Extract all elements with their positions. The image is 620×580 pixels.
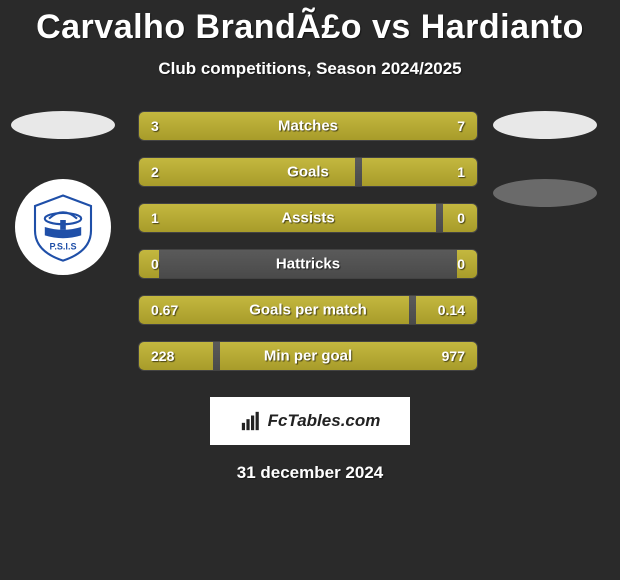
right-player-col (490, 111, 600, 207)
stat-row: Assists 1 0 (138, 203, 478, 233)
right-player-ellipse-2 (493, 179, 597, 207)
left-player-col: P.S.I.S (8, 111, 118, 275)
stat-row: Min per goal 228 977 (138, 341, 478, 371)
brand-badge: FcTables.com (210, 397, 410, 445)
stat-label: Goals (287, 164, 329, 181)
stat-value-right: 0.14 (438, 302, 465, 318)
stat-label: Hattricks (276, 256, 340, 273)
stat-value-right: 0 (457, 256, 465, 272)
left-player-ellipse (11, 111, 115, 139)
stat-value-right: 1 (457, 164, 465, 180)
stat-row: Matches 3 7 (138, 111, 478, 141)
brand-text: FcTables.com (268, 411, 381, 431)
stat-value-right: 977 (442, 348, 465, 364)
stat-value-left: 228 (151, 348, 174, 364)
right-player-ellipse-1 (493, 111, 597, 139)
stat-bars: Matches 3 7 Goals 2 1 Assists 1 0 Hattricks 0 0 Goal… (138, 111, 478, 371)
club-badge-text: P.S.I.S (49, 241, 76, 251)
footer-date: 31 december 2024 (0, 463, 620, 483)
brand-chart-icon (240, 410, 262, 432)
stat-value-right: 7 (457, 118, 465, 134)
stat-value-left: 1 (151, 210, 159, 226)
page-title: Carvalho BrandÃ£o vs Hardianto (0, 0, 620, 47)
stat-label: Matches (278, 118, 338, 135)
stat-value-left: 2 (151, 164, 159, 180)
stat-row: Hattricks 0 0 (138, 249, 478, 279)
stat-value-left: 3 (151, 118, 159, 134)
stat-value-left: 0.67 (151, 302, 178, 318)
stat-label: Assists (281, 210, 334, 227)
club-logo-icon: P.S.I.S (28, 192, 98, 262)
page-subtitle: Club competitions, Season 2024/2025 (0, 59, 620, 79)
stat-label: Min per goal (264, 348, 352, 365)
comparison-area: P.S.I.S Matches37Goals21Assists10Hattric… (0, 111, 620, 381)
stat-fill-right (240, 112, 477, 140)
stat-label: Goals per match (249, 302, 367, 319)
stat-row: Goals 2 1 (138, 157, 478, 187)
stat-value-right: 0 (457, 210, 465, 226)
left-club-badge: P.S.I.S (15, 179, 111, 275)
stat-row: Goals per match 0.67 0.14 (138, 295, 478, 325)
stat-value-left: 0 (151, 256, 159, 272)
